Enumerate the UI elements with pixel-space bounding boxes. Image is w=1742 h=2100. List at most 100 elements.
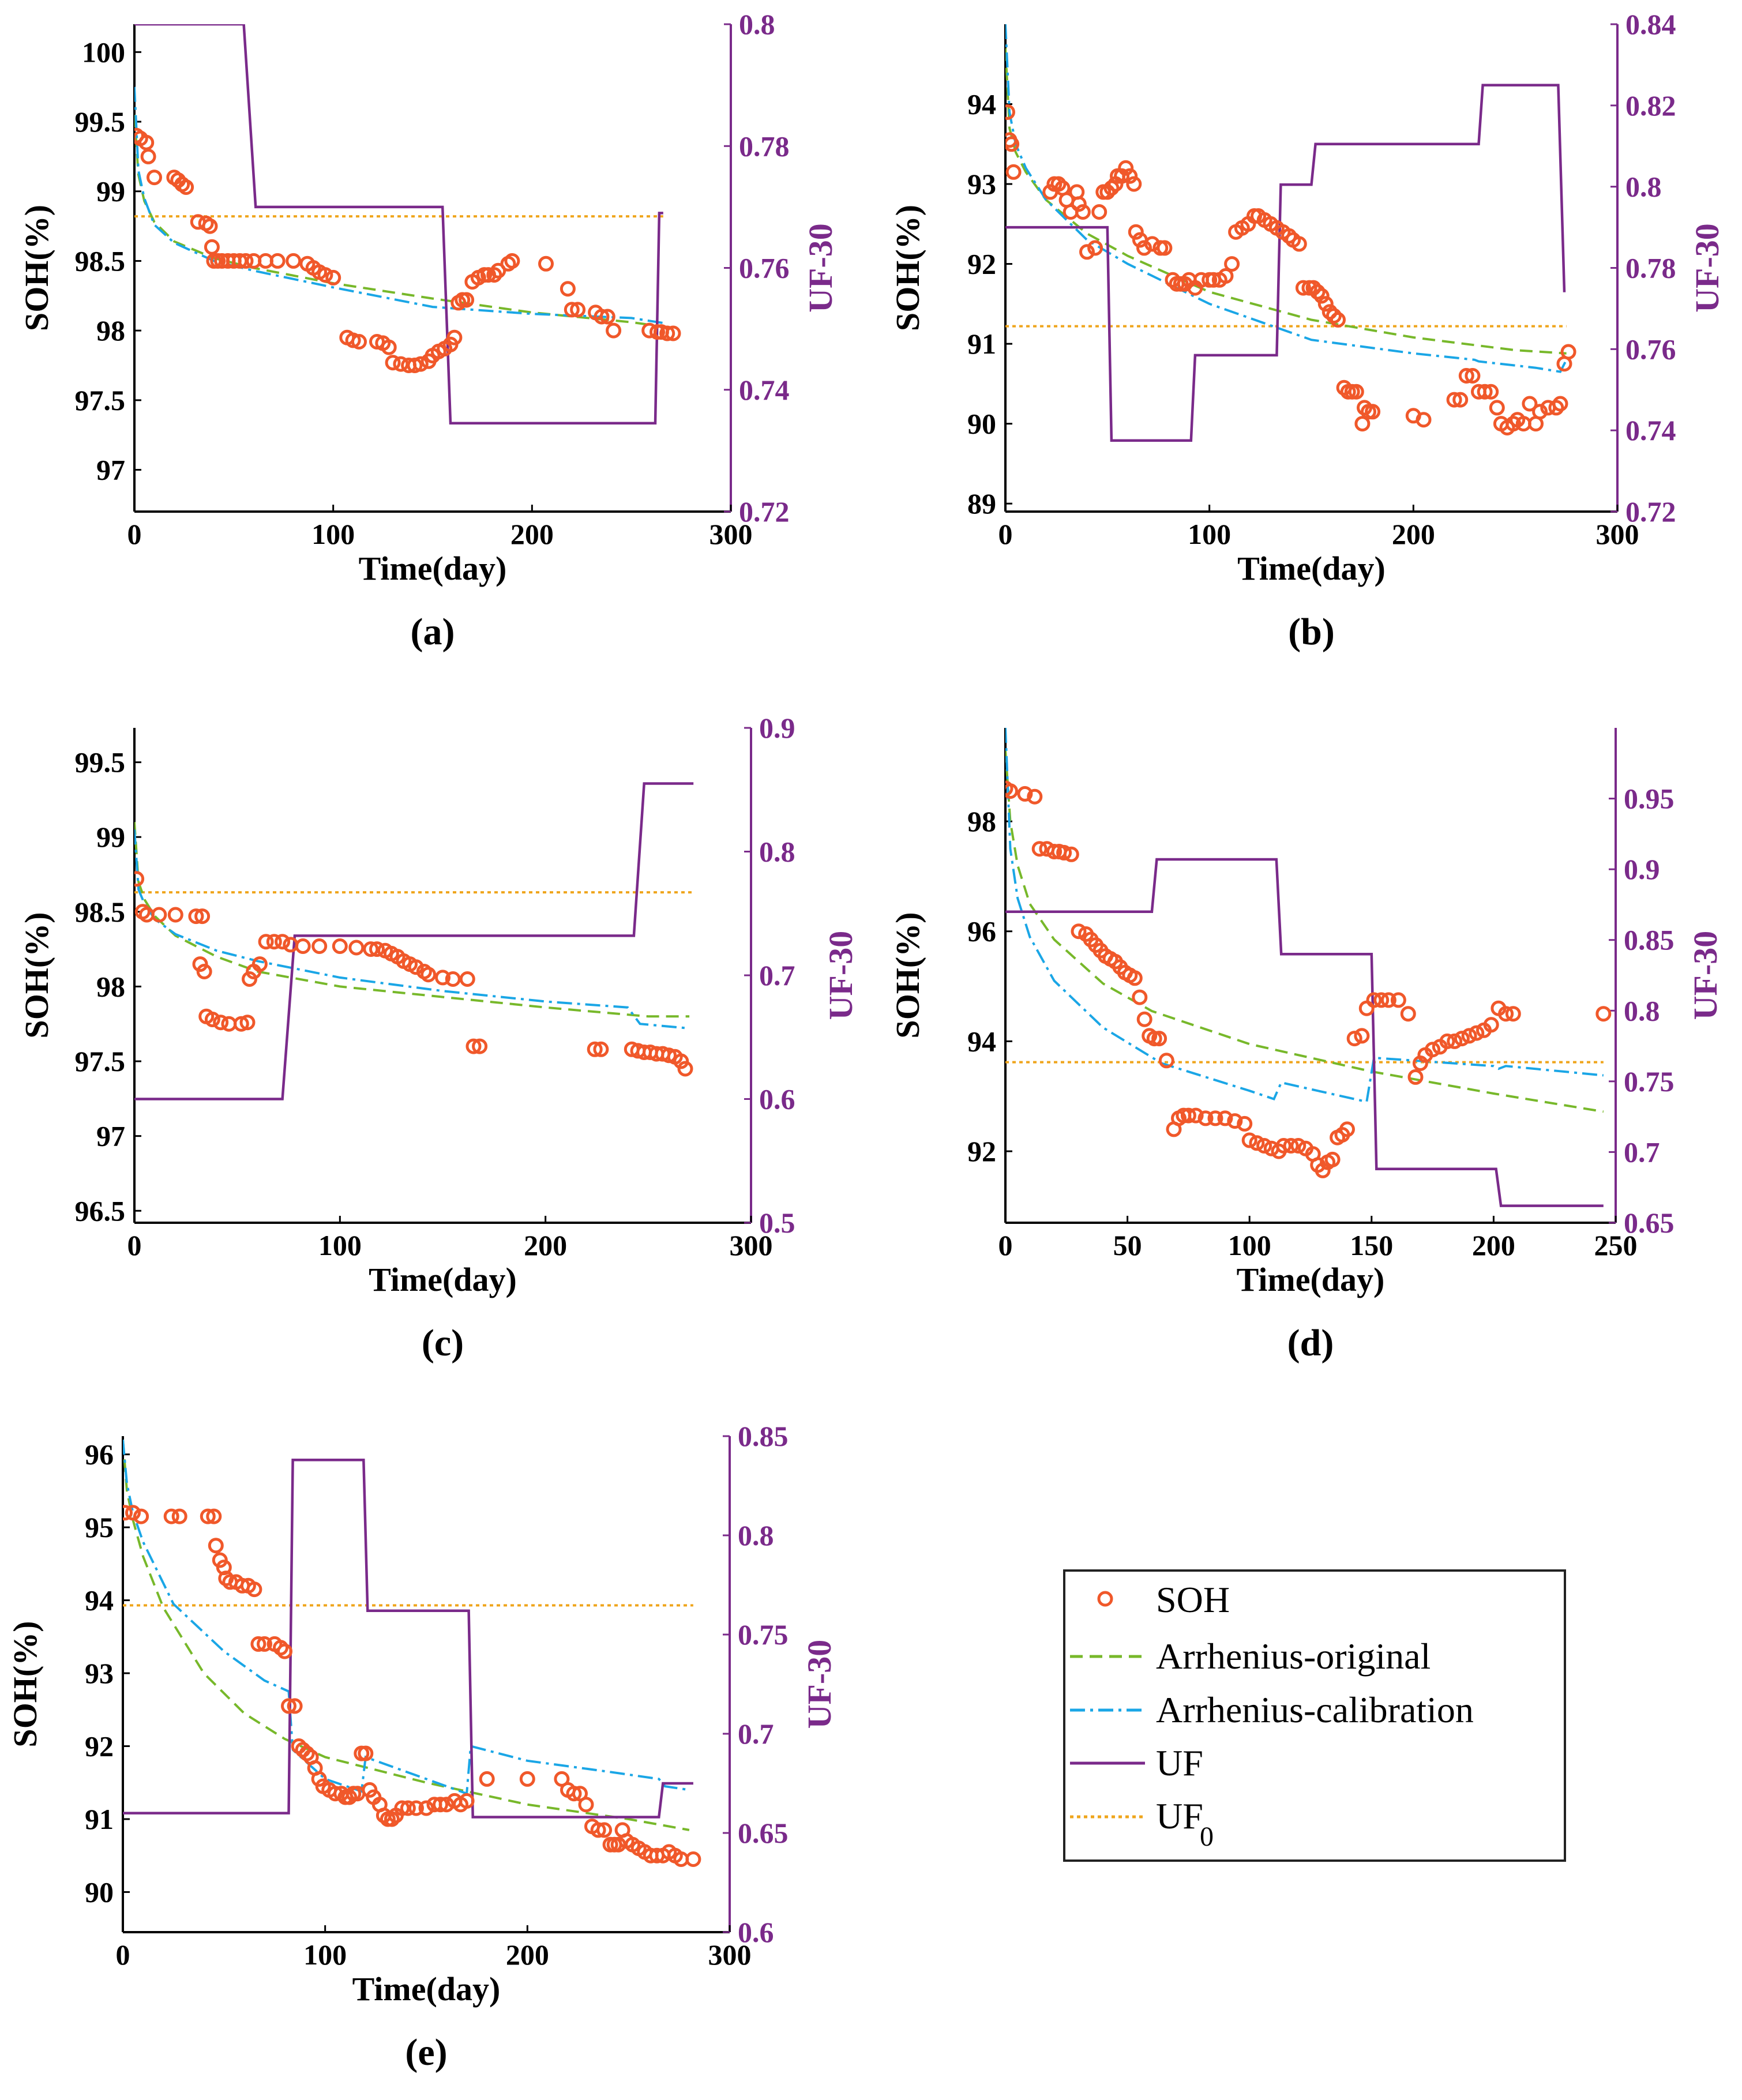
soh-point xyxy=(421,967,437,983)
soh-point xyxy=(394,1800,410,1816)
soh-point xyxy=(1050,176,1067,192)
soh-point xyxy=(1295,280,1311,296)
panel-label: (a) xyxy=(411,611,455,653)
soh-point xyxy=(1483,384,1499,400)
soh-point xyxy=(1075,204,1091,220)
panel-c: 0 100 200 300 96.5 97 97.5 98 98.5 99 99.5 0.5 0.6 0.… xyxy=(18,712,859,1364)
soh-point xyxy=(1056,844,1072,861)
soh-point xyxy=(479,1771,495,1787)
soh-point xyxy=(1127,970,1143,986)
soh-point xyxy=(1157,240,1173,256)
y-right-tick-label: 0.8 xyxy=(1624,994,1660,1027)
soh-point xyxy=(659,325,675,341)
soh-point xyxy=(269,253,286,269)
x-tick-label: 200 xyxy=(1472,1229,1515,1261)
soh-point xyxy=(1249,1135,1265,1151)
soh-point xyxy=(1324,1151,1341,1167)
x-tick-label: 300 xyxy=(708,1939,752,1971)
x-tick-label: 0 xyxy=(127,1229,142,1261)
soh-point xyxy=(1400,1006,1416,1022)
soh-point xyxy=(1256,1138,1272,1154)
soh-point xyxy=(1346,1031,1362,1047)
soh-point xyxy=(459,1793,475,1809)
soh-point xyxy=(1407,1069,1424,1085)
soh-point xyxy=(384,1811,400,1827)
soh-point xyxy=(204,1012,220,1027)
y-axis-label: SOH(%) xyxy=(18,205,55,331)
soh-point xyxy=(1158,1053,1174,1069)
y-tick-label: 91 xyxy=(967,328,996,360)
soh-point xyxy=(1506,416,1522,432)
soh-point xyxy=(358,1745,374,1761)
soh-point xyxy=(1357,400,1372,416)
soh-point xyxy=(1390,992,1406,1008)
soh-point xyxy=(133,1508,149,1524)
y-tick-label: 96 xyxy=(85,1438,114,1471)
soh-point xyxy=(1180,1107,1196,1124)
soh-point xyxy=(1465,368,1481,384)
soh-point xyxy=(1461,1028,1477,1044)
soh-point xyxy=(673,1053,689,1069)
soh-point xyxy=(1290,1138,1306,1154)
y-tick-label: 98.5 xyxy=(75,245,126,277)
soh-point xyxy=(1317,296,1334,312)
soh-point xyxy=(1447,1033,1463,1049)
soh-point xyxy=(1313,288,1330,304)
soh-point xyxy=(1031,841,1048,857)
uf-line xyxy=(123,1459,693,1819)
soh-point xyxy=(1136,240,1152,256)
y-right-tick-label: 0.76 xyxy=(1625,333,1676,365)
soh-point xyxy=(251,956,268,972)
soh-point xyxy=(1595,1006,1612,1022)
y-tick-label: 94 xyxy=(967,1025,996,1057)
x-tick-label: 200 xyxy=(1392,518,1435,550)
soh-point xyxy=(1416,412,1432,428)
y-axis-label: SOH(%) xyxy=(889,205,926,331)
x-axis-label: Time(day) xyxy=(1237,550,1386,587)
panel-a: 0 100 200 300 97 97.5 98 98.5 99 99.5 100 0.72 0.74 0… xyxy=(18,8,839,653)
legend-label-original: Arrhenius-original xyxy=(1156,1636,1431,1677)
x-tick-label: 100 xyxy=(1188,518,1231,550)
soh-point xyxy=(258,934,274,950)
panel-b: 0 100 200 300 89 90 91 92 93 94 0.72 0.74 0.76 0.78 0.… xyxy=(889,8,1726,653)
y-tick-label: 93 xyxy=(967,168,996,200)
y-right-tick-label: 0.8 xyxy=(759,836,795,868)
soh-point xyxy=(1548,400,1564,416)
soh-point xyxy=(490,262,506,279)
soh-point xyxy=(1373,992,1390,1008)
soh-point xyxy=(188,908,204,925)
soh-point xyxy=(287,1698,303,1714)
soh-point xyxy=(1458,368,1474,384)
soh-point xyxy=(1365,404,1381,420)
soh-point xyxy=(459,971,475,987)
y-right-tick-label: 0.8 xyxy=(739,8,775,40)
soh-point xyxy=(1132,989,1148,1005)
soh-point xyxy=(1358,1000,1375,1016)
y-tick-label: 89 xyxy=(967,487,996,520)
y-right-tick-label: 0.65 xyxy=(738,1817,789,1849)
soh-point xyxy=(1005,136,1020,152)
uf-line xyxy=(134,24,663,425)
y-right-tick-label: 0.85 xyxy=(738,1420,789,1452)
soh-point xyxy=(317,267,333,283)
panel-label: (c) xyxy=(422,1322,464,1364)
legend-label-uf: UF xyxy=(1156,1742,1203,1783)
soh-point xyxy=(1017,786,1033,802)
soh-point xyxy=(1005,783,1018,799)
soh-point xyxy=(286,253,302,269)
soh-point xyxy=(1188,1107,1204,1124)
soh-point xyxy=(1339,1121,1355,1137)
soh-point xyxy=(369,941,385,957)
soh-point xyxy=(202,218,218,234)
y-tick-label: 92 xyxy=(967,248,996,280)
y-right-tick-label: 0.6 xyxy=(738,1916,774,1948)
y-tick-label: 99.5 xyxy=(75,106,126,138)
y-right-tick-label: 0.7 xyxy=(1624,1136,1660,1168)
y-right-tick-label: 0.75 xyxy=(1624,1065,1675,1098)
x-tick-label: 50 xyxy=(1113,1229,1142,1261)
x-tick-label: 200 xyxy=(524,1229,567,1261)
soh-point xyxy=(196,964,212,979)
y-tick-label: 96 xyxy=(967,915,996,948)
soh-point xyxy=(1330,312,1346,328)
